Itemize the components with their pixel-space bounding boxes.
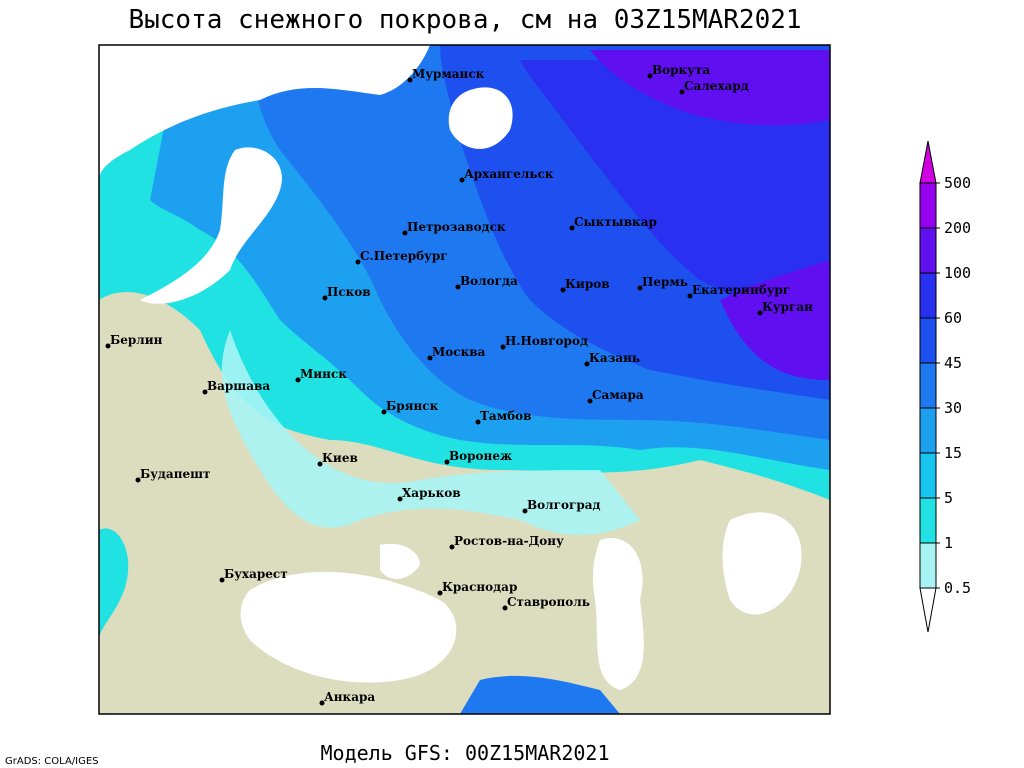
city-dot xyxy=(355,259,361,265)
colorbar-label: 1 xyxy=(944,534,953,552)
city-label: Сыктывкар xyxy=(574,215,657,229)
colorbar-segment xyxy=(919,182,937,229)
city-label: Н.Новгород xyxy=(505,334,588,348)
colorbar-label: 100 xyxy=(944,264,971,282)
city-label: Харьков xyxy=(402,486,461,500)
colorbar-label: 5 xyxy=(944,489,953,507)
city-dot xyxy=(322,295,328,301)
city-label: Пермь xyxy=(642,275,688,289)
city-dot xyxy=(587,398,593,404)
map-frame xyxy=(98,44,831,715)
city-label: Волгоград xyxy=(527,498,600,512)
colorbar-segment xyxy=(919,542,937,589)
colorbar-label: 0.5 xyxy=(944,579,971,597)
city-dot xyxy=(427,355,433,361)
colorbar-segment xyxy=(919,497,937,544)
city-label: Бухарест xyxy=(224,567,288,581)
city-label: Воркута xyxy=(652,63,710,77)
city-dot xyxy=(455,284,461,290)
city-dot xyxy=(687,293,693,299)
city-dot xyxy=(637,285,643,291)
credit: GrADS: COLA/IGES xyxy=(5,756,99,767)
city-label: Салехард xyxy=(684,79,749,93)
city-dot xyxy=(569,225,575,231)
city-label: Анкара xyxy=(324,690,375,704)
city-dot xyxy=(317,461,323,467)
colorbar-bottom xyxy=(919,587,937,633)
city-label: Тамбов xyxy=(480,409,531,423)
city-label: Ростов-на-Дону xyxy=(454,534,564,548)
city-dot xyxy=(295,377,301,383)
city-label: Самара xyxy=(592,388,644,402)
city-label: Брянск xyxy=(386,399,439,413)
city-dot xyxy=(381,409,387,415)
colorbar-segment xyxy=(919,362,937,409)
city-dot xyxy=(502,605,508,611)
colorbar-top xyxy=(919,140,937,184)
city-dot xyxy=(500,344,506,350)
city-label: Ставрополь xyxy=(507,595,590,609)
colorbar-label: 500 xyxy=(944,174,971,192)
city-label: Киров xyxy=(565,277,610,291)
city-label: Псков xyxy=(327,285,371,299)
city-label: Екатеринбург xyxy=(692,283,790,297)
city-dot xyxy=(647,73,653,79)
colorbar-segment xyxy=(919,272,937,319)
city-label: Будапешт xyxy=(140,467,210,481)
city-dot xyxy=(560,287,566,293)
city-label: Варшава xyxy=(207,379,270,393)
colorbar-label: 15 xyxy=(944,444,962,462)
colorbar-label: 45 xyxy=(944,354,962,372)
colorbar-segment xyxy=(919,452,937,499)
city-dot xyxy=(475,419,481,425)
city-label: Мурманск xyxy=(412,67,485,81)
city-label: Киев xyxy=(322,451,358,465)
map xyxy=(99,45,830,714)
city-dot xyxy=(202,389,208,395)
city-dot xyxy=(757,310,763,316)
colorbar-segment xyxy=(919,407,937,454)
city-dot xyxy=(407,77,413,83)
city-label: Вологда xyxy=(460,274,518,288)
city-label: Курган xyxy=(762,300,813,314)
colorbar-segment xyxy=(919,317,937,364)
city-label: Берлин xyxy=(110,333,163,347)
city-dot xyxy=(105,343,111,349)
city-dot xyxy=(402,230,408,236)
city-dot xyxy=(397,496,403,502)
city-dot xyxy=(459,177,465,183)
city-dot xyxy=(522,508,528,514)
city-dot xyxy=(444,459,450,465)
city-dot xyxy=(319,700,325,706)
title: Высота снежного покрова, см на 03Z15MAR2… xyxy=(128,5,801,35)
colorbar-segment xyxy=(919,227,937,274)
city-label: Архангельск xyxy=(464,167,554,181)
city-dot xyxy=(135,477,141,483)
city-label: Минск xyxy=(300,367,347,381)
footer: Модель GFS: 00Z15MAR2021 xyxy=(321,741,610,765)
city-label: Петрозаводск xyxy=(407,220,506,234)
city-label: Москва xyxy=(432,345,486,359)
colorbar-label: 60 xyxy=(944,309,962,327)
city-dot xyxy=(437,590,443,596)
colorbar-label: 200 xyxy=(944,219,971,237)
city-label: Казань xyxy=(589,351,640,365)
city-dot xyxy=(679,89,685,95)
city-dot xyxy=(584,361,590,367)
city-dot xyxy=(219,577,225,583)
city-label: Краснодар xyxy=(442,580,517,594)
city-label: С.Петербург xyxy=(360,249,448,263)
city-dot xyxy=(449,544,455,550)
city-label: Воронеж xyxy=(449,449,512,463)
colorbar-label: 30 xyxy=(944,399,962,417)
